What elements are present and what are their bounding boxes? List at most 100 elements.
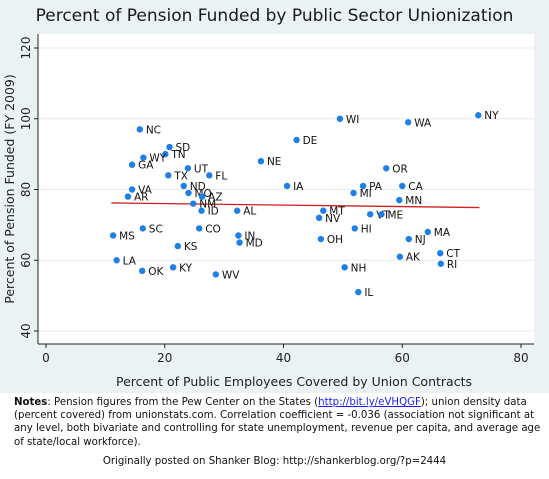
x-tick-label: 0 bbox=[42, 351, 50, 365]
pew-link[interactable]: http://bit.ly/eVHQGF bbox=[318, 397, 421, 408]
data-point-co bbox=[195, 225, 203, 232]
point-label-il: IL bbox=[364, 287, 373, 299]
point-label-ga: GA bbox=[138, 160, 154, 172]
point-label-wv: WV bbox=[222, 269, 240, 281]
point-label-mt: MT bbox=[329, 206, 345, 218]
point-label-ok: OK bbox=[148, 266, 164, 278]
footer-credit: Originally posted on Shanker Blog: http:… bbox=[102, 456, 447, 467]
data-point-ne bbox=[257, 158, 265, 165]
data-point-ia bbox=[283, 182, 291, 190]
data-point-fl bbox=[206, 172, 213, 179]
data-point-nj bbox=[405, 235, 412, 243]
x-tick-label: 40 bbox=[276, 351, 291, 365]
data-point-mt bbox=[320, 207, 327, 214]
data-point-ga bbox=[128, 161, 136, 168]
data-point-md bbox=[236, 239, 243, 246]
point-label-ct: CT bbox=[446, 248, 460, 260]
data-point-oh bbox=[317, 235, 325, 243]
fit-line bbox=[111, 202, 480, 209]
y-tick-label: 120 bbox=[19, 37, 33, 60]
data-point-nm bbox=[190, 200, 197, 207]
point-label-co: CO bbox=[205, 223, 221, 235]
data-point-ar bbox=[124, 193, 132, 200]
point-label-fl: FL bbox=[215, 170, 227, 182]
data-point-sd bbox=[166, 143, 173, 151]
point-label-ia: IA bbox=[293, 181, 304, 193]
data-point-id bbox=[198, 207, 205, 214]
point-label-ar: AR bbox=[134, 192, 148, 204]
data-point-ms bbox=[109, 232, 117, 239]
data-point-wv bbox=[212, 271, 220, 278]
data-point-wi bbox=[336, 115, 344, 122]
point-label-ri: RI bbox=[447, 259, 457, 271]
point-label-or: OR bbox=[392, 163, 408, 175]
x-axis-title: Percent of Public Employees Covered by U… bbox=[116, 374, 472, 389]
point-label-al: AL bbox=[243, 206, 256, 218]
point-label-ne: NE bbox=[267, 156, 282, 168]
data-point-ak bbox=[396, 253, 404, 260]
scatter-plot: 40 60 80 100 120 0 20 40 60 80 Percent of Public E… bbox=[2, 34, 534, 389]
y-tick-label: 100 bbox=[19, 107, 33, 130]
point-label-wi: WI bbox=[346, 114, 359, 126]
notes-text: Notes: Pension figures from the Pew Cent… bbox=[14, 396, 542, 449]
data-point-de bbox=[293, 136, 300, 144]
data-point-ks bbox=[174, 242, 182, 250]
point-label-nj: NJ bbox=[415, 234, 426, 246]
data-point-tx bbox=[165, 172, 172, 179]
point-label-va: VA bbox=[138, 185, 153, 197]
point-label-pa: PA bbox=[369, 181, 383, 193]
point-label-me: ME bbox=[387, 209, 403, 221]
point-label-md: MD bbox=[246, 238, 263, 250]
y-tick-label: 40 bbox=[19, 323, 33, 338]
data-point-nd bbox=[180, 182, 187, 190]
data-point-ca bbox=[399, 182, 406, 190]
data-point-ri bbox=[437, 260, 445, 267]
data-point-pa bbox=[359, 182, 367, 190]
point-label-la: LA bbox=[123, 255, 137, 267]
x-tick-label: 80 bbox=[513, 351, 528, 365]
data-point-nh bbox=[341, 264, 348, 271]
point-label-nd: ND bbox=[190, 181, 206, 193]
data-point-wa bbox=[404, 119, 412, 126]
y-tick-label: 60 bbox=[19, 253, 33, 268]
data-point-il bbox=[355, 288, 362, 296]
data-point-mo bbox=[185, 189, 192, 197]
y-tick-label: 80 bbox=[19, 182, 33, 197]
point-label-nh: NH bbox=[351, 262, 367, 274]
data-point-me bbox=[378, 211, 385, 218]
x-tick-label: 60 bbox=[395, 351, 410, 365]
notes-heading: Notes bbox=[14, 397, 48, 408]
point-label-ks: KS bbox=[184, 241, 198, 253]
point-label-ma: MA bbox=[434, 227, 451, 239]
point-label-de: DE bbox=[303, 135, 318, 147]
data-point-mi bbox=[350, 189, 357, 197]
data-point-la bbox=[113, 257, 120, 264]
data-point-ky bbox=[169, 264, 177, 271]
point-label-az: AZ bbox=[208, 192, 222, 204]
point-label-mn: MN bbox=[405, 195, 422, 207]
point-label-oh: OH bbox=[327, 234, 343, 246]
point-label-nc: NC bbox=[146, 124, 161, 136]
data-point-ma bbox=[424, 228, 431, 236]
data-point-va bbox=[128, 186, 136, 193]
point-label-sc: SC bbox=[149, 223, 163, 235]
point-label-ca: CA bbox=[408, 181, 423, 193]
data-point-ny bbox=[475, 112, 482, 119]
data-point-al bbox=[233, 207, 241, 214]
point-label-ms: MS bbox=[119, 230, 135, 242]
data-point-nv bbox=[315, 214, 323, 221]
point-label-ak: AK bbox=[406, 252, 421, 264]
point-label-mi: MI bbox=[360, 188, 372, 200]
point-label-wy: WY bbox=[149, 153, 166, 165]
point-label-tx: TX bbox=[173, 170, 188, 182]
point-label-in: IN bbox=[244, 230, 255, 242]
point-label-nv: NV bbox=[325, 213, 341, 225]
point-label-nm: NM bbox=[199, 199, 216, 211]
chart-title: Percent of Pension Funded by Public Sect… bbox=[35, 6, 514, 26]
data-point-nc bbox=[136, 126, 144, 133]
data-point-az bbox=[198, 193, 206, 200]
data-point-wy bbox=[140, 154, 147, 161]
point-label-hi: HI bbox=[361, 223, 372, 235]
data-point-mn bbox=[396, 196, 403, 204]
point-label-ut: UT bbox=[194, 163, 209, 175]
